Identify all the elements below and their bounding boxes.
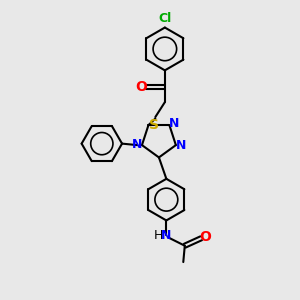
Text: N: N — [161, 229, 172, 242]
Text: N: N — [132, 138, 142, 151]
Text: S: S — [149, 118, 159, 133]
Text: N: N — [176, 139, 186, 152]
Text: Cl: Cl — [158, 12, 172, 25]
Text: O: O — [200, 230, 211, 244]
Text: O: O — [136, 80, 148, 94]
Text: H: H — [153, 229, 163, 242]
Text: N: N — [169, 117, 179, 130]
